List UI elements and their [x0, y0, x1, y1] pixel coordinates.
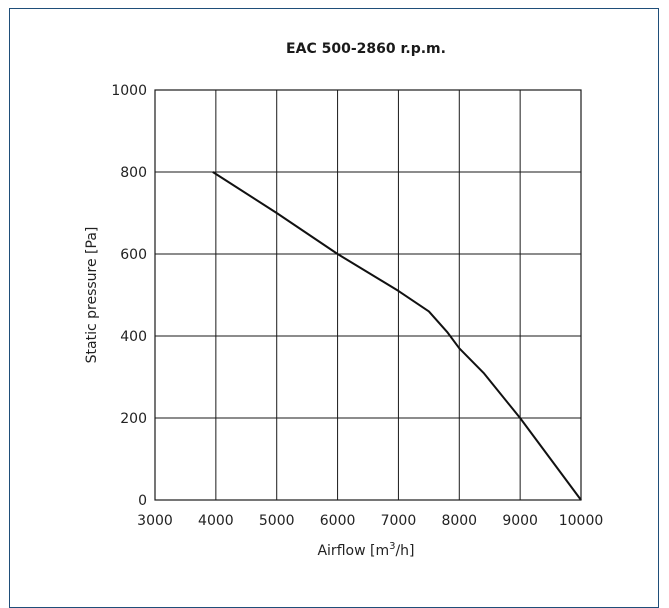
plot-area	[154, 89, 582, 501]
x-axis-label: Airflow [m3/h]	[317, 541, 414, 559]
x-tick-label: 7000	[381, 513, 417, 529]
grid-lines	[155, 90, 581, 500]
y-axis-label: Static pressure [Pa]	[84, 227, 100, 364]
y-tick-label: 0	[138, 493, 147, 509]
chart: EAC 500-2860 r.p.m. 3000 4000 5000 6000 7000…	[84, 41, 603, 559]
x-tick-label: 3000	[137, 513, 173, 529]
x-tick-label: 10000	[559, 513, 604, 529]
x-tick-label: 8000	[441, 513, 477, 529]
y-tick-label: 800	[120, 165, 147, 181]
x-tick-label: 5000	[259, 513, 295, 529]
y-tick-label: 600	[120, 247, 147, 263]
chart-title: EAC 500-2860 r.p.m.	[286, 41, 446, 57]
y-tick-label: 200	[120, 411, 147, 427]
y-tick-label: 1000	[111, 83, 147, 99]
y-axis-ticks: 0 200 400 600 800 1000	[111, 83, 147, 509]
x-tick-label: 9000	[502, 513, 538, 529]
x-tick-label: 4000	[198, 513, 234, 529]
x-axis-ticks: 3000 4000 5000 6000 7000 8000 9000 10000	[137, 513, 603, 529]
y-tick-label: 400	[120, 329, 147, 345]
x-tick-label: 6000	[320, 513, 356, 529]
pressure-curve	[212, 171, 582, 501]
